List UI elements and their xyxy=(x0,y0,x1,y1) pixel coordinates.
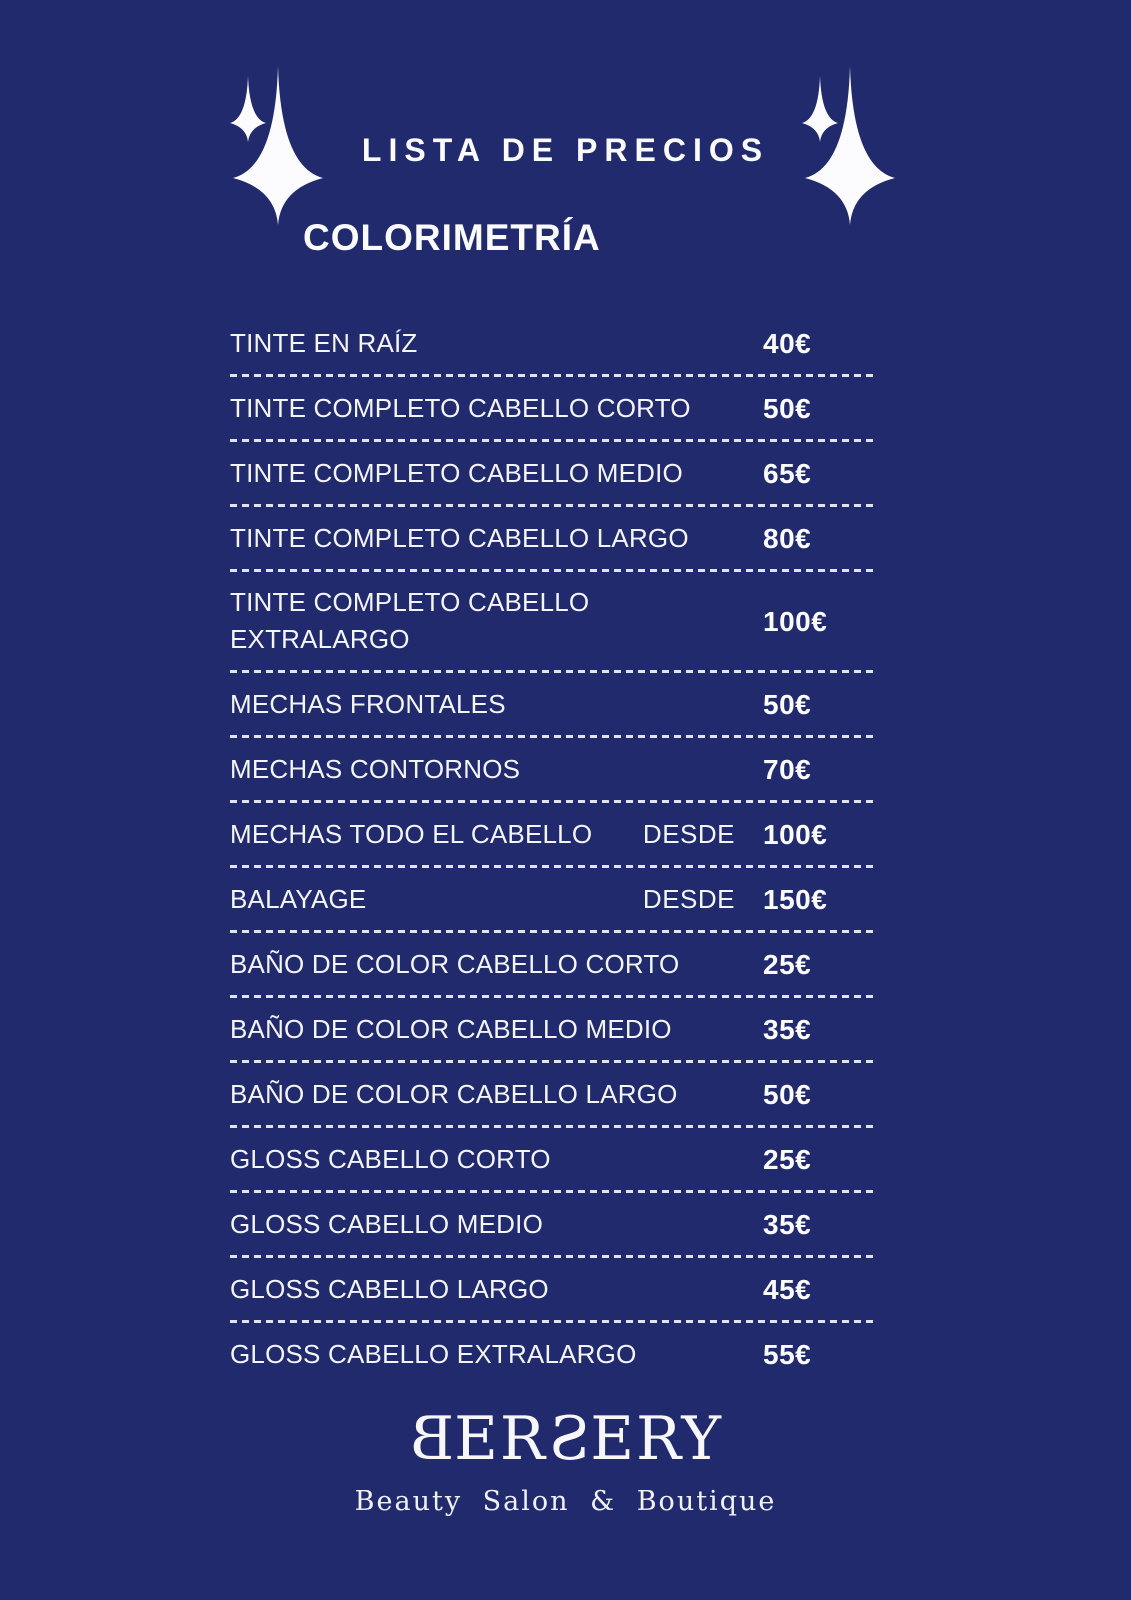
item-price: 55€ xyxy=(763,1338,812,1370)
dashed-divider xyxy=(230,439,878,442)
item-label: TINTE COMPLETO CABELLO MEDIO xyxy=(230,457,683,488)
price-row: TINTE COMPLETO CABELLO CORTO 50€ xyxy=(230,377,878,439)
item-label: MECHAS TODO EL CABELLO xyxy=(230,818,593,849)
price-row: GLOSS CABELLO MEDIO 35€ xyxy=(230,1193,878,1255)
price-row: MECHAS FRONTALES 50€ xyxy=(230,673,878,735)
item-price: 150€ xyxy=(763,883,828,915)
item-label: MECHAS FRONTALES xyxy=(230,688,506,719)
price-row: TINTE COMPLETO CABELLO MEDIO 65€ xyxy=(230,442,878,504)
item-label: GLOSS CABELLO LARGO xyxy=(230,1273,549,1304)
item-price: 70€ xyxy=(763,753,812,785)
price-row: TINTE COMPLETO CABELLO LARGO 80€ xyxy=(230,507,878,569)
dashed-divider xyxy=(230,374,878,377)
item-label: BALAYAGE xyxy=(230,883,367,914)
price-row: TINTE EN RAÍZ 40€ xyxy=(230,312,878,374)
brand-tagline: Beauty Salon & Boutique xyxy=(354,1486,777,1517)
item-price: 35€ xyxy=(763,1208,812,1240)
brand-logo: BERSERY xyxy=(0,1404,1131,1474)
dashed-divider xyxy=(230,1255,878,1258)
price-row: BAÑO DE COLOR CABELLO LARGO 50€ xyxy=(230,1063,878,1125)
item-label: TINTE COMPLETO CABELLO LARGO xyxy=(230,522,689,553)
item-label: BAÑO DE COLOR CABELLO MEDIO xyxy=(230,1013,672,1044)
dashed-divider xyxy=(230,865,878,868)
dashed-divider xyxy=(230,569,878,572)
price-row: GLOSS CABELLO LARGO 45€ xyxy=(230,1258,878,1320)
price-row: MECHAS CONTORNOS 70€ xyxy=(230,738,878,800)
item-price: 25€ xyxy=(763,948,812,980)
item-label: TINTE COMPLETO CABELLO CORTO xyxy=(230,392,691,423)
brand-letters: ER xyxy=(454,1404,548,1474)
price-row: MECHAS TODO EL CABELLO DESDE 100€ xyxy=(230,803,878,865)
dashed-divider xyxy=(230,1320,878,1323)
price-row: BAÑO DE COLOR CABELLO CORTO 25€ xyxy=(230,933,878,995)
brand-letters: ERY xyxy=(590,1404,723,1474)
dashed-divider xyxy=(230,504,878,507)
item-label: GLOSS CABELLO CORTO xyxy=(230,1143,551,1174)
item-price: 100€ xyxy=(763,605,828,637)
item-price: 100€ xyxy=(763,818,828,850)
item-label: GLOSS CABELLO EXTRALARGO xyxy=(230,1338,637,1369)
price-list: TINTE EN RAÍZ 40€ TINTE COMPLETO CABELLO… xyxy=(230,312,878,1385)
item-price: 25€ xyxy=(763,1143,812,1175)
price-row: TINTE COMPLETO CABELLO EXTRALARGO 100€ xyxy=(230,572,878,670)
dashed-divider xyxy=(230,1125,878,1128)
dashed-divider xyxy=(230,1060,878,1063)
item-label: BAÑO DE COLOR CABELLO LARGO xyxy=(230,1078,678,1109)
price-row: BALAYAGE DESDE 150€ xyxy=(230,868,878,930)
item-label: TINTE EN RAÍZ xyxy=(230,327,418,358)
item-price: 50€ xyxy=(763,1078,812,1110)
item-price: 50€ xyxy=(763,392,812,424)
price-row: GLOSS CABELLO EXTRALARGO 55€ xyxy=(230,1323,878,1385)
dashed-divider xyxy=(230,995,878,998)
section-heading: COLORIMETRÍA xyxy=(303,217,601,258)
item-qualifier: DESDE xyxy=(642,818,735,849)
item-label: BAÑO DE COLOR CABELLO CORTO xyxy=(230,948,680,979)
item-price: 65€ xyxy=(763,457,812,489)
poster-title: LISTA DE PRECIOS xyxy=(361,132,770,168)
brand-letter-mirrored: S xyxy=(547,1404,591,1474)
dashed-divider xyxy=(230,670,878,673)
sparkle-left-icon xyxy=(230,66,323,225)
item-price: 80€ xyxy=(763,522,812,554)
item-label: MECHAS CONTORNOS xyxy=(230,753,521,784)
item-price: 40€ xyxy=(763,327,812,359)
dashed-divider xyxy=(230,930,878,933)
price-row: BAÑO DE COLOR CABELLO MEDIO 35€ xyxy=(230,998,878,1060)
item-label: GLOSS CABELLO MEDIO xyxy=(230,1208,544,1239)
sparkle-right-icon xyxy=(802,66,895,225)
item-price: 45€ xyxy=(763,1273,812,1305)
dashed-divider xyxy=(230,1190,878,1193)
item-qualifier: DESDE xyxy=(642,883,735,914)
dashed-divider xyxy=(230,735,878,738)
item-label: TINTE COMPLETO CABELLO EXTRALARGO xyxy=(230,587,590,654)
price-row: GLOSS CABELLO CORTO 25€ xyxy=(230,1128,878,1190)
dashed-divider xyxy=(230,800,878,803)
brand-letter-mirrored: B xyxy=(408,1404,455,1474)
item-price: 50€ xyxy=(763,688,812,720)
footer: BERSERY Beauty Salon & Boutique xyxy=(0,1404,1131,1517)
item-price: 35€ xyxy=(763,1013,812,1045)
